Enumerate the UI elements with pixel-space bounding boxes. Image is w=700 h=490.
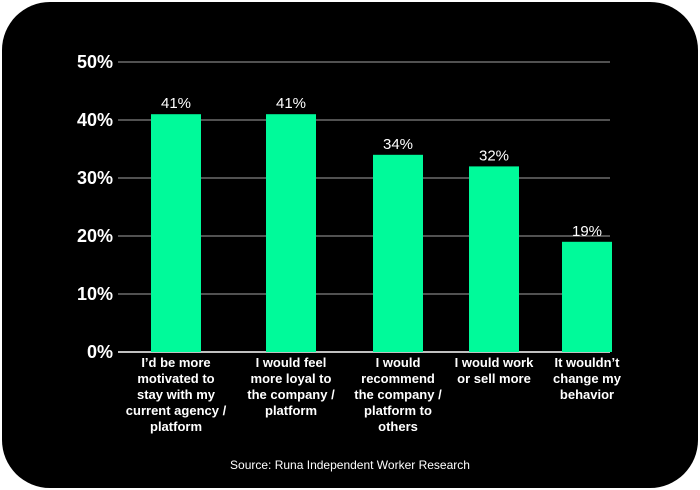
- category-label: I would feel more loyal to the company /…: [247, 355, 335, 418]
- source-note: Source: Runa Independent Worker Research: [230, 458, 470, 472]
- data-label: 32%: [479, 147, 509, 164]
- y-tick-label: 50%: [77, 52, 113, 72]
- data-label: 19%: [572, 223, 602, 240]
- bar: [266, 114, 316, 352]
- y-tick-label: 10%: [77, 284, 113, 304]
- y-tick-label: 40%: [77, 110, 113, 130]
- y-tick-label: 30%: [77, 168, 113, 188]
- bar: [562, 241, 612, 352]
- bar: [469, 166, 519, 352]
- category-label: It wouldn’t change my behavior: [553, 355, 621, 402]
- y-tick-label: 20%: [77, 226, 113, 246]
- category-label: I’d be more motivated to stay with my cu…: [125, 355, 227, 434]
- data-label: 41%: [161, 95, 191, 112]
- bar: [373, 154, 423, 352]
- bar: [151, 114, 201, 352]
- data-label: 34%: [383, 136, 413, 153]
- data-label: 41%: [276, 95, 306, 112]
- category-label: I would work or sell more: [454, 355, 534, 386]
- y-tick-label: 0%: [87, 342, 113, 362]
- category-label: I would recommend the company / platform…: [354, 355, 442, 434]
